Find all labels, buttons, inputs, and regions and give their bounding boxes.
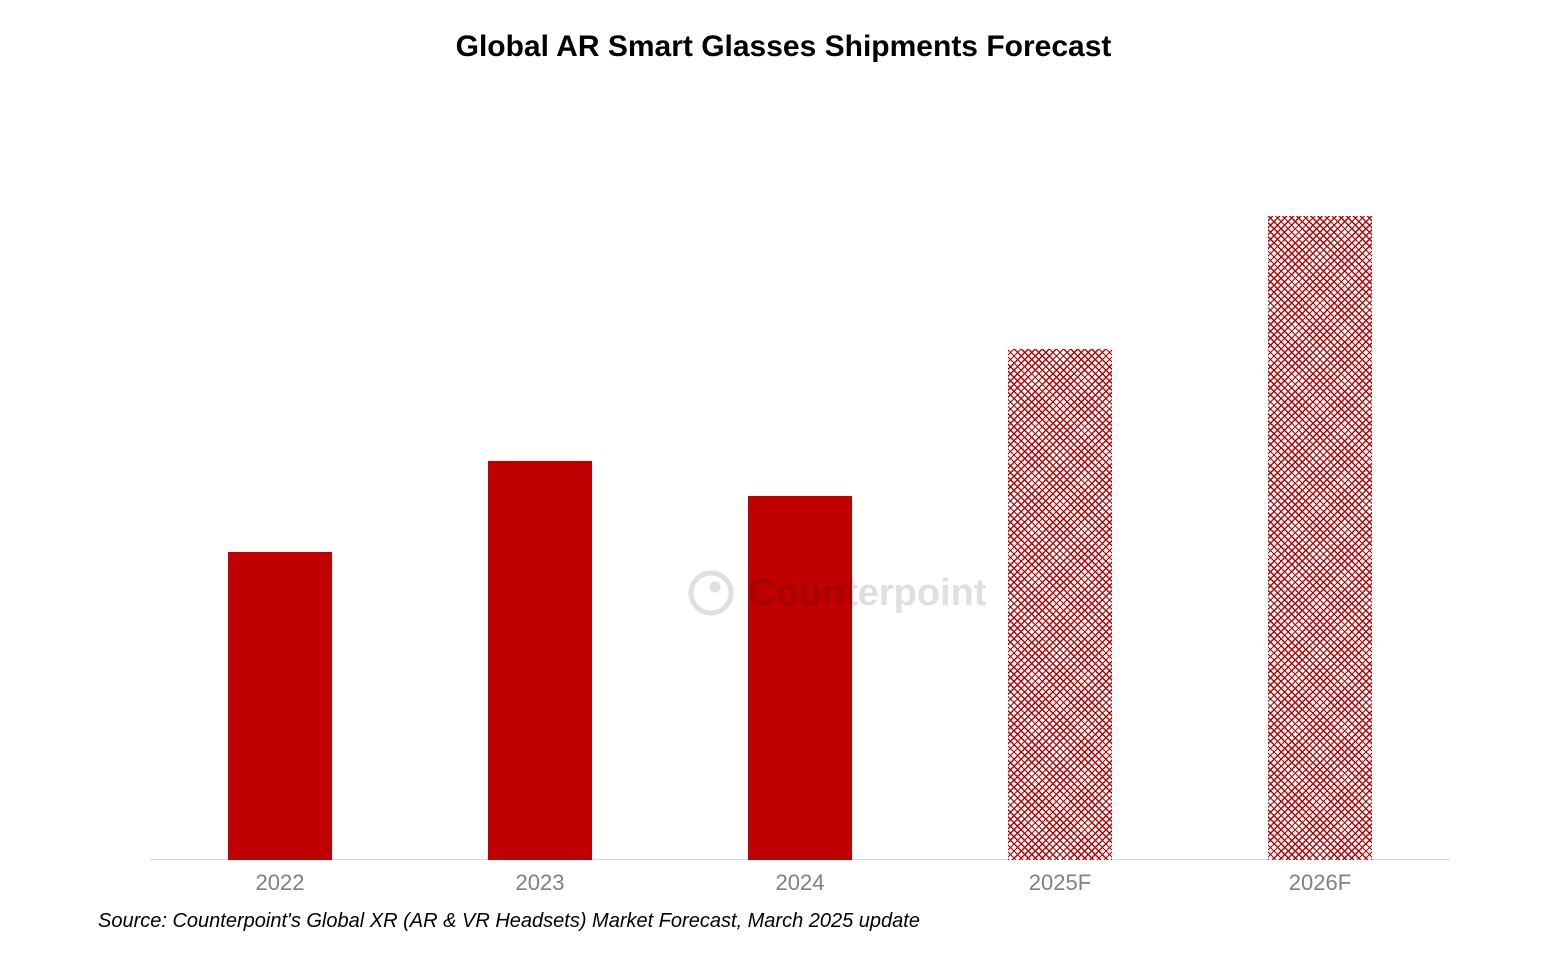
plot-area: 2022202320242025F2026F (150, 160, 1450, 860)
chart-container: Global AR Smart Glasses Shipments Foreca… (0, 0, 1567, 964)
x-label: 2023 (516, 870, 565, 896)
x-label: 2024 (776, 870, 825, 896)
x-label: 2025F (1029, 870, 1091, 896)
bar-2022 (228, 552, 332, 860)
source-text: Source: Counterpoint's Global XR (AR & V… (98, 910, 920, 933)
x-label: 2026F (1289, 870, 1351, 896)
bar-2025F (1008, 349, 1112, 860)
bar-2024 (748, 496, 852, 860)
bar-2023 (488, 461, 592, 860)
x-label: 2022 (256, 870, 305, 896)
bar-2026F (1268, 216, 1372, 860)
chart-title: Global AR Smart Glasses Shipments Foreca… (0, 30, 1567, 64)
